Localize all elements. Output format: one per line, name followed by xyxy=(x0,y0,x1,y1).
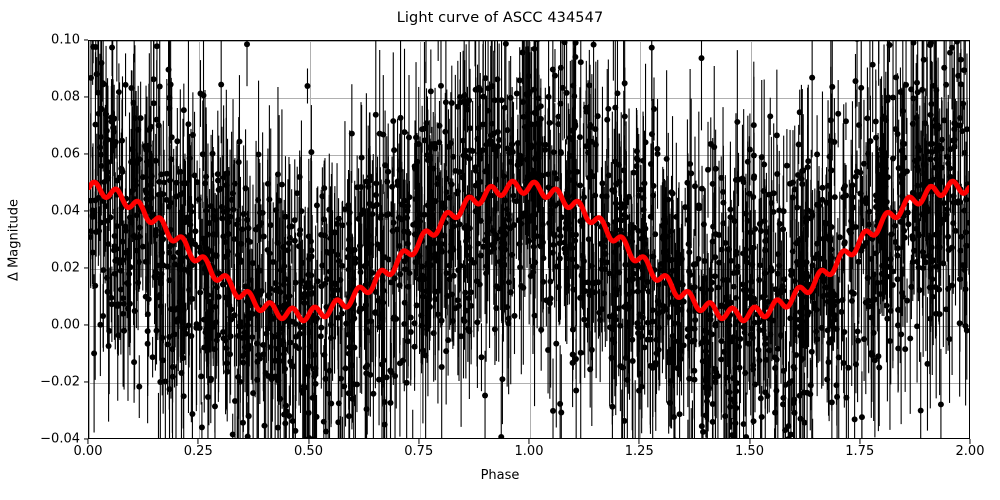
y-tick-mark xyxy=(83,96,88,98)
y-tick-label: 0.06 xyxy=(51,146,80,162)
y-tick-label: −0.02 xyxy=(40,374,80,390)
x-tick-mark xyxy=(748,439,751,444)
y-tick-mark xyxy=(83,39,88,41)
y-tick-label: 0.00 xyxy=(51,317,80,333)
chart-title: Light curve of ASCC 434547 xyxy=(396,10,604,26)
y-tick-mark xyxy=(83,267,88,269)
data-series-model-fit xyxy=(89,178,969,324)
y-tick-label: 0.02 xyxy=(51,260,80,276)
x-tick-label: 0.00 xyxy=(73,444,103,459)
x-tick-mark xyxy=(197,439,199,444)
y-tick-label: 0.08 xyxy=(51,89,80,105)
x-tick-label: 1.75 xyxy=(845,444,875,459)
plot-area xyxy=(88,40,970,439)
y-axis-label: Δ Magnitude xyxy=(6,199,22,281)
gridline-horizontal xyxy=(89,383,969,384)
x-tick-mark xyxy=(87,439,89,444)
x-tick-mark xyxy=(418,439,420,444)
gridline-horizontal xyxy=(89,326,969,327)
x-tick-label: 1.00 xyxy=(514,444,544,459)
y-tick-mark xyxy=(83,153,88,155)
y-tick-mark xyxy=(83,381,88,383)
y-tick-mark xyxy=(83,438,88,440)
x-tick-mark xyxy=(859,439,861,444)
x-tick-mark xyxy=(307,439,310,444)
x-tick-label: 2.00 xyxy=(955,444,985,459)
x-tick-label: 1.25 xyxy=(624,444,654,459)
y-tick-label: −0.04 xyxy=(40,431,80,447)
x-tick-mark xyxy=(969,439,971,444)
x-axis-label: Phase xyxy=(480,468,520,483)
y-tick-mark xyxy=(83,324,88,326)
x-tick-label: 0.50 xyxy=(294,444,323,459)
y-tick-label: 0.04 xyxy=(51,203,80,219)
y-tick-mark xyxy=(83,210,88,212)
x-tick-mark xyxy=(528,439,530,444)
x-tick-label: 0.25 xyxy=(183,444,213,459)
x-tick-label: 0.75 xyxy=(404,444,434,459)
x-tick-mark xyxy=(638,439,640,444)
y-tick-label: 0.10 xyxy=(51,32,80,48)
x-tick-label: 1.50 xyxy=(735,444,764,459)
